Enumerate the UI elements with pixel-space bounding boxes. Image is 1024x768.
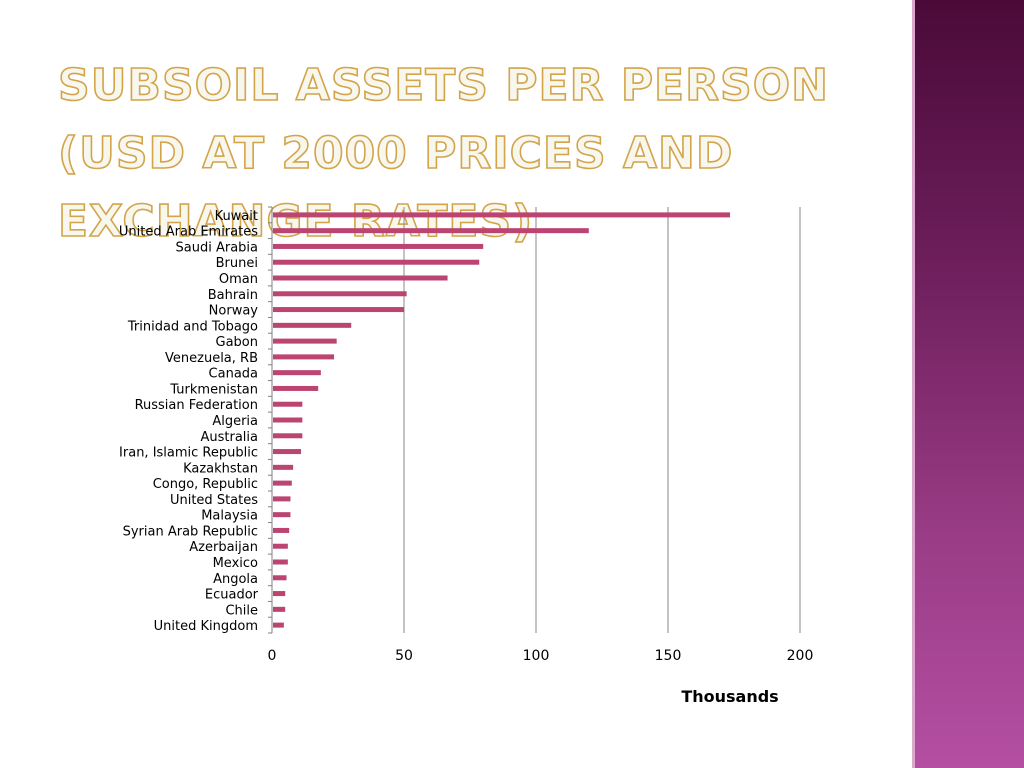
x-tick-label: 200: [787, 648, 814, 664]
bar: [273, 512, 291, 518]
x-tick-label: 50: [395, 648, 413, 664]
bar: [273, 417, 303, 423]
bar: [273, 527, 290, 533]
bar: [273, 212, 731, 218]
category-label: Brunei: [216, 256, 258, 271]
category-label: Bahrain: [208, 288, 258, 303]
bar: [273, 338, 337, 344]
category-label: Canada: [209, 367, 258, 382]
bar: [273, 291, 407, 297]
category-label: Kuwait: [215, 209, 258, 224]
category-label: Turkmenistan: [169, 382, 258, 397]
category-label: Angola: [213, 572, 258, 587]
bar: [273, 480, 292, 486]
category-label: Chile: [225, 603, 258, 618]
bar: [273, 449, 302, 455]
category-label: Malaysia: [201, 509, 258, 524]
bar: [273, 307, 404, 313]
bar: [273, 575, 287, 581]
decorative-side-panel: [912, 0, 1024, 768]
bar: [273, 496, 291, 502]
category-label: Australia: [200, 430, 258, 445]
bar: [273, 370, 321, 376]
bar: [273, 606, 286, 612]
bar: [273, 354, 335, 360]
bar: [273, 543, 288, 549]
category-label: Kazakhstan: [183, 461, 258, 476]
category-label: Trinidad and Tobago: [127, 319, 258, 334]
category-label: United Arab Emirates: [119, 225, 258, 240]
bar: [273, 385, 319, 391]
bar: [273, 275, 448, 281]
side-panel-edge: [912, 0, 915, 768]
bar: [273, 622, 284, 628]
category-label: Syrian Arab Republic: [123, 524, 258, 539]
category-label: Mexico: [213, 556, 258, 571]
category-label: Oman: [219, 272, 258, 287]
bar: [273, 322, 352, 328]
bar: [273, 259, 480, 265]
category-label: United Kingdom: [154, 619, 258, 634]
bar: [273, 228, 589, 234]
category-label: Saudi Arabia: [176, 240, 259, 255]
category-label: United States: [170, 493, 258, 508]
category-label: Congo, Republic: [153, 477, 258, 492]
bar: [273, 464, 294, 470]
category-label: Ecuador: [205, 588, 259, 603]
category-label: Azerbaijan: [189, 540, 258, 555]
category-label: Russian Federation: [135, 398, 258, 413]
bar: [273, 433, 303, 439]
category-label: Algeria: [212, 414, 258, 429]
category-label: Gabon: [216, 335, 259, 350]
slide-title: Subsoil Assets per Person (USD at 2000 P…: [57, 59, 829, 248]
x-tick-label: 100: [523, 648, 550, 664]
category-label: Venezuela, RB: [165, 351, 258, 366]
x-tick-label: 0: [268, 648, 277, 664]
category-label: Iran, Islamic Republic: [119, 446, 258, 461]
x-axis-label: Thousands: [681, 687, 778, 706]
bar: [273, 559, 288, 565]
bar: [273, 591, 286, 597]
category-label: Norway: [209, 304, 259, 319]
x-tick-label: 150: [655, 648, 682, 664]
bar: [273, 401, 303, 407]
bar: [273, 243, 484, 249]
